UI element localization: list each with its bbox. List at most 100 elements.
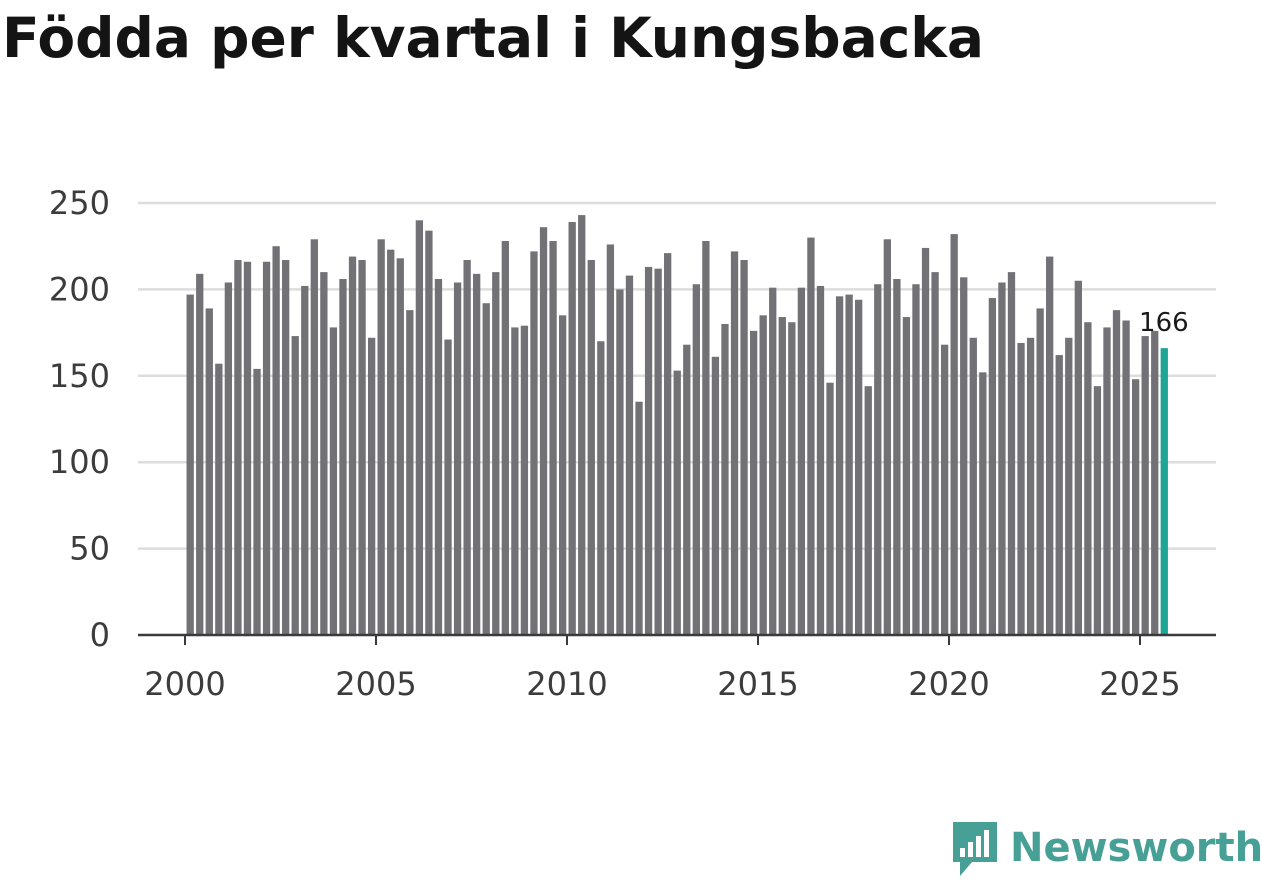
bar	[415, 220, 424, 635]
bar-highlight	[1160, 348, 1168, 635]
bar	[473, 273, 481, 635]
brand-logo: Newsworthy	[950, 818, 1262, 878]
bar	[530, 251, 538, 635]
bar	[1112, 310, 1121, 635]
bar	[893, 279, 901, 635]
bar	[186, 294, 194, 635]
bar	[539, 227, 548, 635]
chart-title: Födda per kvartal i Kungsbacka	[2, 6, 984, 70]
bar	[778, 317, 786, 635]
bar	[1074, 280, 1082, 635]
bar	[444, 339, 452, 635]
bar	[597, 341, 605, 635]
bar	[759, 315, 767, 635]
bar	[998, 282, 1006, 635]
bar	[740, 260, 748, 635]
axes	[138, 633, 1216, 645]
bar	[606, 244, 615, 635]
bar	[262, 261, 271, 635]
bar	[234, 260, 242, 635]
bar	[769, 287, 777, 635]
bar	[1141, 336, 1149, 635]
bar	[625, 275, 634, 635]
bar	[644, 266, 653, 635]
bar	[788, 322, 796, 635]
bar	[215, 363, 223, 635]
bar	[673, 370, 681, 635]
y-tick-label: 0	[90, 616, 110, 654]
bar	[1122, 320, 1130, 635]
highlight-value-label: 166	[1139, 308, 1189, 338]
bar	[940, 344, 949, 635]
bar	[224, 282, 233, 635]
bar	[568, 222, 576, 635]
bar	[1093, 386, 1102, 635]
x-tick-label: 2015	[717, 665, 798, 703]
bar	[301, 285, 309, 635]
bar	[683, 344, 691, 635]
bar	[635, 401, 643, 635]
bar	[721, 323, 729, 635]
bar	[1131, 379, 1140, 635]
bar	[664, 253, 672, 636]
brand-name: Newsworthy	[1010, 825, 1262, 871]
bar	[587, 260, 595, 635]
bar	[196, 273, 204, 635]
bar	[358, 260, 366, 635]
bar	[549, 241, 557, 635]
bar	[1065, 337, 1073, 635]
bar	[1151, 330, 1159, 635]
bar	[425, 230, 433, 635]
bar	[482, 303, 490, 635]
bar	[931, 272, 939, 635]
bar	[329, 327, 338, 635]
bar	[855, 299, 863, 635]
bar	[912, 284, 920, 635]
bar	[1084, 322, 1092, 635]
bar	[864, 386, 872, 635]
bar	[272, 246, 280, 635]
bar	[921, 247, 930, 635]
bar	[692, 284, 700, 635]
x-tick-label: 2005	[335, 665, 416, 703]
bar	[320, 272, 328, 635]
bar	[492, 272, 500, 635]
bar	[816, 285, 825, 635]
x-tick-label: 2000	[144, 665, 225, 703]
bar	[883, 239, 891, 636]
bar	[902, 317, 911, 635]
x-tick-label: 2020	[908, 665, 989, 703]
labels: 0 50 100 150 200 250 2000 2005 2010 2015 2020 2025 1…	[49, 184, 1189, 703]
bar	[406, 310, 414, 635]
bar	[1017, 342, 1025, 635]
bar	[826, 382, 834, 635]
bar	[367, 337, 376, 635]
bar	[1007, 272, 1016, 635]
bar	[205, 308, 213, 635]
y-tick-label: 100	[49, 443, 110, 481]
bar	[558, 315, 567, 635]
bars	[186, 215, 1168, 636]
bar	[291, 336, 299, 635]
bar	[702, 241, 710, 635]
bar	[1055, 355, 1063, 635]
bar	[988, 298, 997, 635]
bar	[463, 260, 471, 635]
y-tick-label: 150	[49, 357, 110, 395]
bar	[874, 284, 882, 635]
bar	[1046, 256, 1054, 635]
bar	[387, 249, 395, 635]
bar	[950, 234, 958, 635]
bar	[1026, 337, 1035, 635]
bar	[835, 296, 844, 635]
newsworthy-logo-icon	[953, 822, 997, 876]
bar	[1103, 327, 1111, 635]
bar	[616, 289, 624, 635]
bar	[654, 268, 662, 635]
bar	[845, 294, 853, 635]
bar	[434, 279, 443, 635]
bar	[253, 368, 261, 635]
bar	[711, 356, 720, 635]
bar	[348, 256, 357, 635]
